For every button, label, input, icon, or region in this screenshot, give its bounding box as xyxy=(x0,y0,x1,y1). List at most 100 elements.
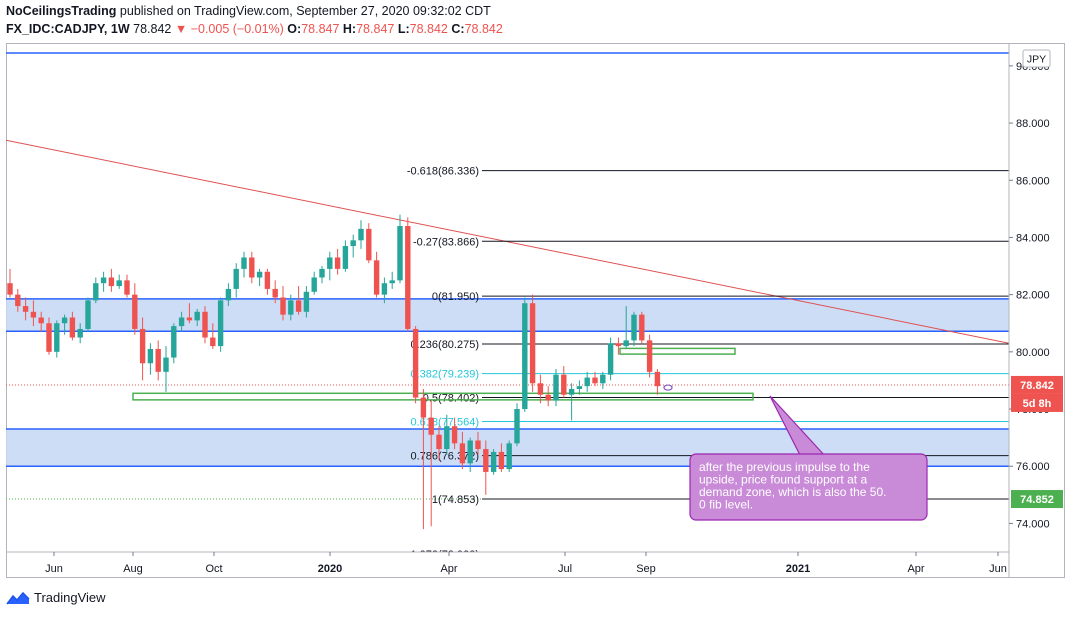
candle-body xyxy=(397,226,403,281)
candle-body xyxy=(498,451,505,470)
candle xyxy=(459,431,466,470)
published-text: published on TradingView.com, September … xyxy=(119,4,491,18)
candle-body xyxy=(373,260,380,295)
low-value: 78.842 xyxy=(409,22,448,36)
candle-body xyxy=(38,317,44,324)
candle xyxy=(46,317,52,355)
fib-label-4: 0.382(79.239) xyxy=(411,369,480,381)
symbol-line: FX_IDC:CADJPY, 1W 78.842 ▼ −0.005 (−0.01… xyxy=(6,22,503,36)
candle-body xyxy=(272,288,278,298)
fib-label-0: -0.618(86.336) xyxy=(407,166,479,178)
candle xyxy=(600,371,606,390)
price-tick-label: 80.000 xyxy=(1016,347,1050,359)
candle xyxy=(264,268,271,295)
time-tick-label: Apr xyxy=(907,563,924,575)
publisher-line: NoCeilingsTrading published on TradingVi… xyxy=(6,4,491,18)
candle-body xyxy=(420,397,427,418)
candle-body xyxy=(311,277,317,292)
candle xyxy=(498,443,505,472)
candle-body xyxy=(210,337,216,347)
time-tick-label: 2020 xyxy=(318,563,342,575)
time-tick-label: Jun xyxy=(45,563,63,575)
candle xyxy=(584,371,590,392)
candle-body xyxy=(69,317,76,338)
candle xyxy=(350,234,356,258)
high-label: H: xyxy=(342,22,357,36)
candle-body xyxy=(22,306,29,312)
annotation-box xyxy=(689,453,928,521)
candle-body xyxy=(116,280,122,287)
fib-label-5: 0.5(78.402) xyxy=(423,393,479,405)
candle xyxy=(77,323,83,344)
candle-body xyxy=(217,300,224,347)
candle-body xyxy=(444,426,450,450)
candle xyxy=(194,308,200,327)
candle-body xyxy=(553,374,559,401)
fib-label-9: 1.272(72.923) xyxy=(411,549,480,561)
close-label: C: xyxy=(451,22,465,36)
annotation-text-line: 0 fib level. xyxy=(699,498,753,512)
low-label: L: xyxy=(397,22,410,36)
candle-body xyxy=(545,394,551,401)
candle xyxy=(381,277,388,304)
candle xyxy=(100,271,107,292)
price-tick-label: 88.000 xyxy=(1016,118,1050,130)
candle-body xyxy=(171,326,177,358)
price-tick-label: 84.000 xyxy=(1016,232,1050,244)
high-value: 78.847 xyxy=(356,22,395,36)
candle xyxy=(210,323,216,349)
candle xyxy=(576,380,583,395)
zone-1 xyxy=(6,298,1009,332)
candle-body xyxy=(358,228,364,241)
candle xyxy=(444,414,450,455)
candle-body xyxy=(85,300,91,329)
candle-body xyxy=(467,440,473,464)
candle-body xyxy=(631,314,637,341)
time-tick-label: Sep xyxy=(636,563,656,575)
candle xyxy=(420,389,427,530)
fib-label-6: 0.618(77.564) xyxy=(411,416,480,428)
candle xyxy=(358,220,364,249)
zone-fill xyxy=(6,298,1009,332)
candle xyxy=(30,300,37,327)
candle-body xyxy=(61,317,68,324)
candle-body xyxy=(405,226,411,329)
candle-body xyxy=(592,377,598,384)
candle-body xyxy=(186,317,193,321)
candle-body xyxy=(436,434,442,450)
candle xyxy=(108,268,115,292)
candle-body xyxy=(366,228,372,261)
annotation-callout: after the previous impulse to theupside,… xyxy=(689,395,928,521)
candle-body xyxy=(600,374,606,384)
candle xyxy=(631,311,637,347)
candle-body xyxy=(147,348,154,364)
time-tick-label: Apr xyxy=(440,563,457,575)
candle-body xyxy=(256,271,263,278)
currency-label: JPY xyxy=(1027,54,1046,66)
level-price-badge xyxy=(1011,490,1063,509)
candle-body xyxy=(241,257,247,269)
candle xyxy=(428,400,434,527)
candle-body xyxy=(350,240,356,247)
candle-body xyxy=(249,257,255,278)
candle-body xyxy=(15,294,21,307)
candles xyxy=(7,214,661,530)
time-axis: Jun Aug Oct 2020 Apr Jul Sep 2021 Apr Jun xyxy=(6,551,1009,575)
candle xyxy=(615,337,622,355)
close-value: 78.842 xyxy=(464,22,503,36)
candle xyxy=(38,311,44,332)
time-tick-label: Oct xyxy=(205,563,222,575)
time-tick-label: Jul xyxy=(558,563,572,575)
candle-body xyxy=(412,328,419,398)
demand-zone-rect xyxy=(132,392,754,401)
price-chart[interactable]: -0.618(86.336) -0.27(83.866) 0(81.950) 0.23… xyxy=(6,43,1065,578)
candle-body xyxy=(7,283,13,295)
candle xyxy=(22,297,29,321)
candle-body xyxy=(381,283,388,295)
price-tick-label: 74.000 xyxy=(1016,518,1050,530)
candle xyxy=(639,311,645,344)
candle xyxy=(93,277,99,304)
candle-body xyxy=(225,288,232,301)
candle xyxy=(186,303,193,324)
open-value: 78.847 xyxy=(301,22,340,36)
